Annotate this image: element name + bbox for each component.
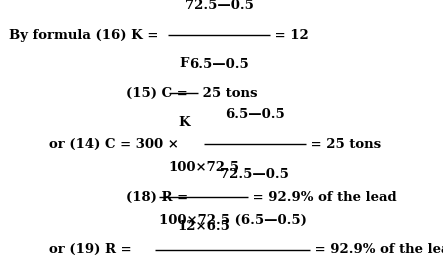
Text: 72.5—0.5: 72.5—0.5 [185,0,254,12]
Text: (15) C =: (15) C = [126,87,193,100]
Text: 6.5—0.5: 6.5—0.5 [190,58,249,71]
Text: F: F [179,57,189,70]
Text: 6.5—0.5: 6.5—0.5 [225,108,284,121]
Text: 12×6.5: 12×6.5 [177,220,230,233]
Text: By formula (16) K =: By formula (16) K = [9,29,163,42]
Text: or (14) C = 300 ×: or (14) C = 300 × [49,138,183,151]
Text: 100×72.5 (6.5—0.5): 100×72.5 (6.5—0.5) [159,214,307,227]
Text: = 25 tons: = 25 tons [306,138,381,151]
Text: = 92.9% of the lead: = 92.9% of the lead [248,191,396,204]
Text: 100×72.5: 100×72.5 [168,161,239,174]
Text: 25 tons: 25 tons [198,87,258,100]
Text: (18) R =: (18) R = [126,191,193,204]
Text: = 12: = 12 [270,29,309,42]
Text: = 92.9% of the lead.: = 92.9% of the lead. [310,243,443,256]
Text: K: K [178,116,190,129]
Text: or (19) R =: or (19) R = [49,243,136,256]
Text: 72.5—0.5: 72.5—0.5 [220,168,289,181]
